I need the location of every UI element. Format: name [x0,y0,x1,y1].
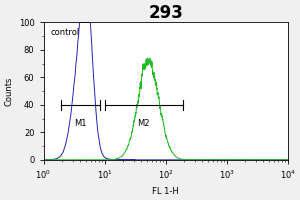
Text: M2: M2 [137,119,150,128]
X-axis label: FL 1-H: FL 1-H [152,187,179,196]
Text: M1: M1 [74,119,87,128]
Title: 293: 293 [148,4,183,22]
Text: control: control [51,28,80,37]
Y-axis label: Counts: Counts [4,76,13,106]
